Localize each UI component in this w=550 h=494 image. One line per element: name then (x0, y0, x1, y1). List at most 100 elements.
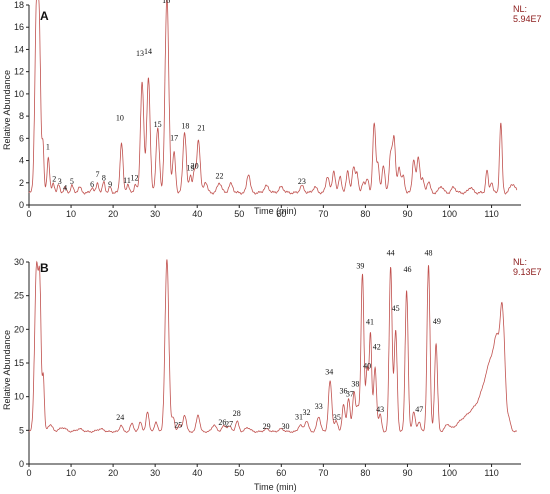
panel-b-x-tick-label: 90 (402, 468, 412, 478)
panel-b-y-tick-label: 20 (14, 324, 24, 334)
panel-a-peak-label: 11 (123, 176, 131, 185)
panel-a-x-tick-label: 60 (276, 209, 286, 219)
panel-b-peak-label: 36 (340, 386, 348, 395)
chromatogram-panel-b: 0 5 10 15 20 25 30 0 10 20 30 40 50 60 70 80 90 100 110 2… (2, 248, 542, 492)
panel-b-peak-label: 41 (366, 318, 374, 327)
panel-b-y-tick-label: 25 (14, 291, 24, 301)
panel-b-peak-label: 29 (263, 422, 271, 431)
panel-a-peak-label: 19 (186, 164, 194, 173)
panel-a-peak-label: 2 (52, 175, 56, 184)
panel-a-peak-label: 21 (197, 124, 205, 133)
panel-a-peak-label: 20 (191, 161, 199, 170)
panel-a-y-tick-label: 12 (14, 67, 24, 77)
panel-b-y-ticks: 0 5 10 15 20 25 30 (14, 257, 29, 469)
panel-b-peak-label: 39 (356, 262, 364, 271)
panel-a-peak-label: 14 (144, 47, 152, 56)
panel-b-peak-label: 40 (363, 361, 371, 370)
panel-b-nl-value: 9.13E7 (513, 267, 542, 277)
panel-a-x-tick-label: 10 (66, 209, 76, 219)
panel-a-x-tick-label: 40 (192, 209, 202, 219)
panel-b-x-tick-label: 10 (66, 468, 76, 478)
panel-a-x-tick-label: 20 (108, 209, 118, 219)
panel-a-x-tick-label: 100 (442, 209, 457, 219)
panel-b-peak-label: 27 (225, 419, 233, 428)
panel-a-y-tick-label: 10 (14, 89, 24, 99)
panel-b-peak-label: 46 (403, 265, 411, 274)
panel-b-x-tick-label: 0 (26, 468, 31, 478)
panel-a-y-tick-label: 8 (19, 111, 24, 121)
panel-b-peak-label: 38 (351, 380, 359, 389)
panel-a-peak-label: 1 (46, 142, 50, 151)
panel-a-nl-value: 5.94E7 (513, 14, 542, 24)
panel-b-x-tick-label: 40 (192, 468, 202, 478)
panel-b-x-tick-label: 110 (484, 468, 498, 478)
panel-a-peak-label: 5 (70, 177, 74, 186)
panel-b-peak-label: 45 (392, 304, 400, 313)
panel-b-peak-label: 43 (376, 405, 384, 414)
panel-b-x-tick-label: 100 (442, 468, 457, 478)
panel-b-peak-label: 25 (174, 421, 182, 430)
panel-a-peak-label: 3 (58, 177, 62, 186)
panel-a-x-tick-label: 70 (318, 209, 328, 219)
panel-b-peak-label: 33 (315, 402, 323, 411)
panel-b-x-tick-label: 30 (150, 468, 160, 478)
panel-a-y-tick-label: 14 (14, 44, 24, 54)
panel-b-y-tick-label: 15 (14, 358, 24, 368)
panel-b-peak-label: 32 (303, 408, 311, 417)
panel-b-y-tick-label: 0 (19, 459, 24, 469)
panel-a-letter: A (40, 9, 49, 23)
panel-a-x-tick-label: 110 (484, 209, 498, 219)
panel-b-y-tick-label: 5 (19, 425, 24, 435)
panel-a-x-tick-label: 0 (26, 209, 31, 219)
panel-b-axes (28, 262, 521, 465)
panel-b-y-axis-title: Relative Abundance (2, 330, 12, 410)
panel-a-peak-label: 10 (116, 114, 124, 123)
panel-a-y-tick-label: 4 (19, 156, 24, 166)
panel-b-peak-label: 34 (325, 367, 333, 376)
panel-b-y-tick-label: 10 (14, 392, 24, 402)
panel-b-peak-label: 24 (116, 413, 124, 422)
panel-a-y-tick-label: 2 (19, 178, 24, 188)
panel-b-peak-label: 37 (346, 390, 354, 399)
panel-b-x-tick-label: 20 (108, 468, 118, 478)
panel-b-peak-label: 35 (333, 413, 341, 422)
panel-b-x-ticks: 0 10 20 30 40 50 60 70 80 90 100 110 (26, 464, 499, 478)
panel-a-y-tick-label: 0 (19, 200, 24, 210)
panel-a-y-tick-label: 6 (19, 133, 24, 143)
panel-a-peak-label: 12 (131, 174, 139, 183)
panel-a-peak-label: 16 (162, 0, 170, 5)
panel-b-x-tick-label: 70 (318, 468, 328, 478)
panel-b-y-tick-label: 30 (14, 257, 24, 267)
panel-a-y-tick-label: 16 (14, 22, 24, 32)
panel-a-peak-label: 22 (215, 171, 223, 180)
panel-a-peak-label: 6 (90, 180, 94, 189)
panel-a-peak-label: 13 (136, 49, 144, 58)
panel-a-peak-label: 4 (63, 184, 67, 193)
panel-a-x-tick-label: 50 (234, 209, 244, 219)
panel-b-x-tick-label: 60 (276, 468, 286, 478)
panel-b-peak-label: 31 (295, 413, 303, 422)
panel-b-peak-label: 42 (373, 343, 381, 352)
panel-a-x-ticks: 0 10 20 30 40 50 60 70 80 90 100 110 (26, 205, 499, 219)
panel-a-peak-label: 9 (108, 180, 112, 189)
panel-b-x-tick-label: 50 (234, 468, 244, 478)
panel-b-peak-label: 47 (415, 405, 423, 414)
panel-a-peak-label: 8 (102, 174, 106, 183)
panel-b-letter: B (40, 261, 49, 275)
panel-a-peak-label: 23 (298, 177, 306, 186)
panel-b-trace (28, 259, 518, 433)
panel-a-x-tick-label: 80 (360, 209, 370, 219)
panel-a-y-tick-label: 18 (14, 0, 24, 10)
panel-b-nl-label: NL: (513, 257, 527, 267)
panel-b-peak-label: 26 (218, 418, 226, 427)
panel-a-peak-label: 18 (181, 121, 189, 130)
panel-a-peak-label: 7 (96, 170, 100, 179)
panel-b-peak-label: 30 (282, 422, 290, 431)
panel-b-peak-label: 48 (424, 248, 432, 257)
panel-a-y-axis-title: Relative Abundance (2, 70, 12, 150)
panel-a-x-axis-title: Time (min) (254, 206, 297, 216)
